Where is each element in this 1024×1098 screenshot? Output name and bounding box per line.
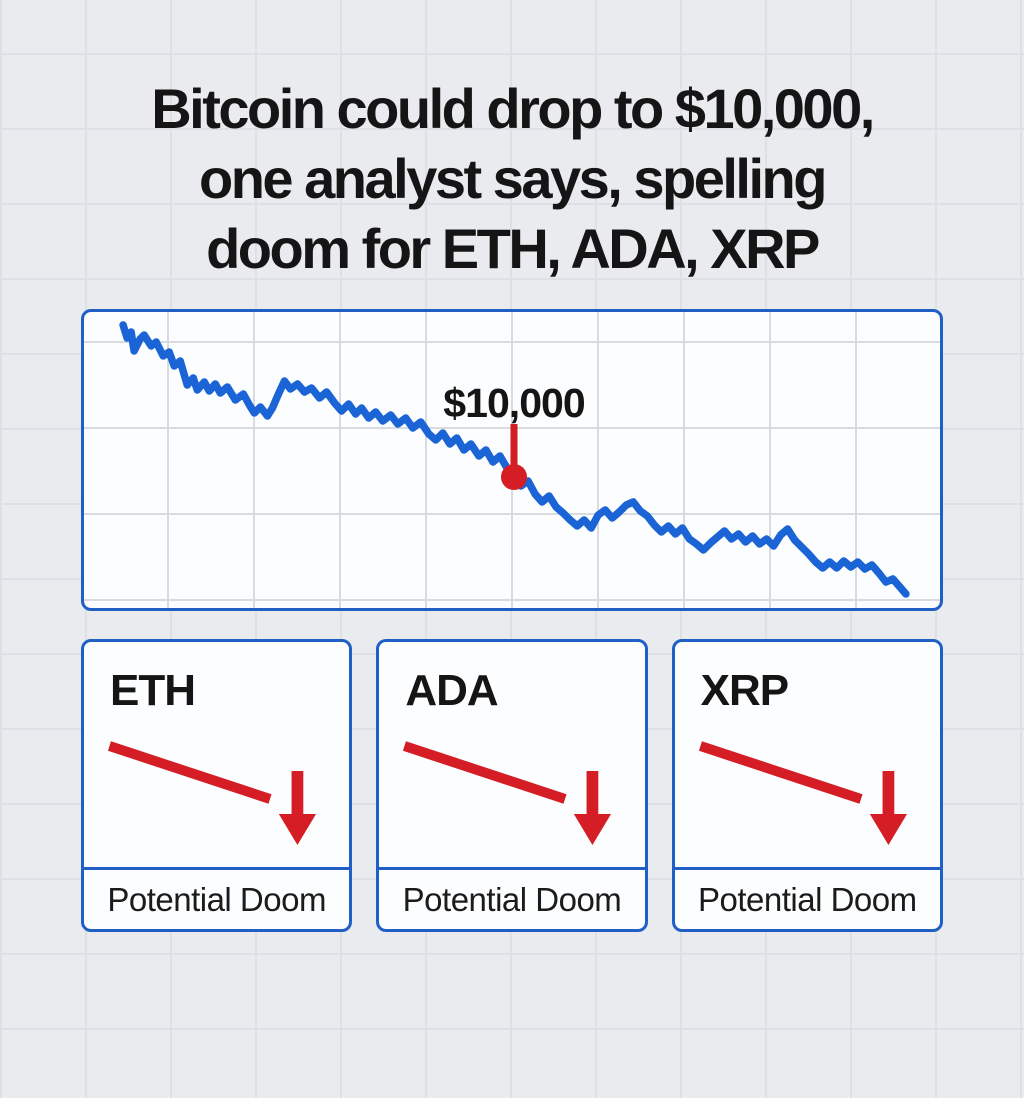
coin-card-ada: ADA Potential Doom — [376, 639, 648, 932]
headline-line-1: Bitcoin could drop to $10,000, — [151, 77, 875, 140]
coin-card-footer: Potential Doom — [674, 867, 940, 929]
downtrend-arrow-icon — [403, 741, 612, 845]
coin-card-body: ETH — [84, 642, 349, 867]
downtrend-arrow-icon — [698, 741, 907, 845]
down-arrow-stem — [586, 771, 599, 816]
card-caption: Potential Doom — [107, 880, 326, 918]
down-arrow-head — [278, 814, 317, 845]
price-marker-dot — [500, 464, 528, 490]
downtrend-line — [403, 741, 567, 804]
headline-line-3: doom for ETH, ADA, XRP — [206, 217, 820, 280]
downtrend-line — [107, 741, 272, 804]
coin-card-eth: ETH Potential Doom — [81, 639, 353, 932]
annotation-price-label: $10,000 — [443, 380, 585, 426]
downtrend-arrow-icon — [107, 741, 317, 845]
down-arrow-head — [574, 814, 612, 845]
downtrend-line — [698, 741, 863, 804]
down-arrow-stem — [291, 771, 304, 816]
down-arrow-head — [869, 814, 907, 845]
coin-card-body: ADA — [379, 642, 644, 867]
price-line — [119, 321, 910, 598]
coin-symbol-xrp: XRP — [700, 666, 789, 715]
card-caption: Potential Doom — [698, 880, 917, 918]
coin-cards-row: ETH Potential Doom ADA Potential Doom XR — [81, 639, 943, 932]
coin-card-footer: Potential Doom — [84, 867, 350, 929]
btc-price-line-chart: $10,000 — [119, 321, 910, 598]
card-caption: Potential Doom — [402, 880, 622, 918]
coin-symbol-ada: ADA — [405, 666, 498, 715]
coin-card-footer: Potential Doom — [379, 867, 645, 929]
headline-line-2: one analyst says, spelling — [199, 147, 827, 210]
coin-card-xrp: XRP Potential Doom — [671, 639, 943, 932]
btc-price-chart: $10,000 — [81, 309, 943, 611]
coin-symbol-eth: ETH — [110, 666, 196, 715]
down-arrow-stem — [882, 771, 894, 816]
headline: Bitcoin could drop to $10,000, one analy… — [0, 74, 1024, 284]
coin-card-body: XRP — [675, 642, 940, 867]
